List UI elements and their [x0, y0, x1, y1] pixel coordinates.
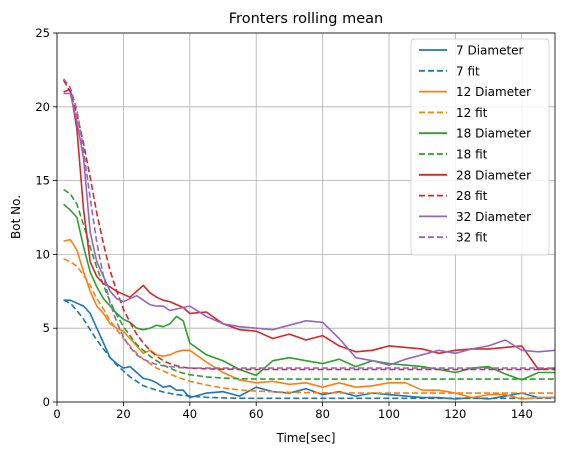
- legend-label: 12 fit: [456, 106, 488, 120]
- x-tick-label: 100: [378, 407, 400, 421]
- series-line: [63, 258, 555, 394]
- legend-label: 12 Diameter: [456, 85, 531, 99]
- y-tick-label: 5: [43, 321, 50, 335]
- x-tick-label: 120: [444, 407, 466, 421]
- legend-label: 7 Diameter: [456, 44, 524, 58]
- x-tick-label: 20: [116, 407, 131, 421]
- series-layer: [62, 78, 555, 400]
- legend-label: 32 Diameter: [456, 210, 531, 224]
- legend-label: 28 fit: [456, 189, 488, 203]
- legend-label: 28 Diameter: [456, 168, 531, 182]
- y-tick-label: 15: [35, 174, 50, 188]
- series-line: [63, 299, 555, 400]
- y-tick-label: 0: [43, 395, 50, 409]
- series-line: [63, 203, 555, 381]
- x-tick-label: 80: [315, 407, 330, 421]
- plot-frame: [56, 32, 556, 403]
- legend: 7 Diameter 7 fit 12 Diameter 12 fit 18 Diame…: [410, 38, 550, 256]
- x-tick-label: 40: [182, 407, 197, 421]
- series-line: [62, 78, 555, 369]
- x-tick-label: 140: [511, 407, 533, 421]
- chart-title: Fronters rolling mean: [229, 11, 383, 27]
- y-tick-label: 20: [35, 100, 50, 114]
- legend-label: 32 fit: [456, 231, 488, 245]
- series-line: [62, 79, 555, 371]
- legend-label: 7 fit: [456, 64, 480, 78]
- x-tick-label: 0: [53, 407, 60, 421]
- x-tick-label: 60: [249, 407, 264, 421]
- series-line: [63, 88, 555, 371]
- series-line: [63, 92, 555, 366]
- legend-box: [410, 38, 550, 256]
- legend-label: 18 Diameter: [456, 127, 531, 141]
- y-tick-label: 25: [35, 26, 50, 40]
- y-axis-label: Bot No.: [9, 195, 23, 239]
- x-axis-label: Time[sec]: [276, 431, 336, 445]
- series-line: [63, 188, 555, 380]
- legend-label: 18 fit: [456, 148, 488, 162]
- axis-ticks: 0 20 40 60 80 100 120 140 0 5 10 15 20 25: [35, 26, 532, 421]
- series-line: [63, 238, 555, 400]
- y-tick-label: 10: [35, 247, 50, 261]
